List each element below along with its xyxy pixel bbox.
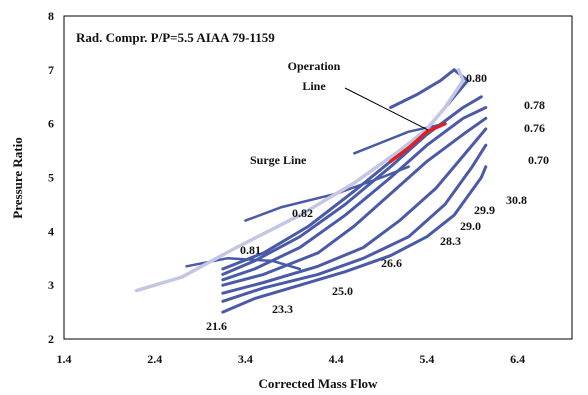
speed-label-29-9: 29.9 xyxy=(474,203,495,217)
y-axis-ticks: 2 3 4 5 6 7 8 xyxy=(48,9,54,346)
efficiency-label-0-80: 0.80 xyxy=(466,71,487,85)
speed-line xyxy=(221,127,488,295)
efficiency-label-0-76: 0.76 xyxy=(524,121,545,135)
speed-label-21-6: 21.6 xyxy=(206,319,227,333)
speed-line xyxy=(221,165,488,314)
speed-lines xyxy=(221,68,488,314)
y-tick-label: 8 xyxy=(48,9,54,23)
surge-line-layer xyxy=(134,68,465,293)
x-tick-label: 1.4 xyxy=(57,352,72,366)
chart-title: Rad. Compr. P/P=5.5 AIAA 79-1159 xyxy=(76,30,275,45)
speed-line xyxy=(221,68,470,271)
x-axis-ticks: 1.4 2.4 3.4 4.4 5.4 6.4 xyxy=(57,352,526,366)
y-tick-label: 7 xyxy=(48,63,54,77)
operation-line-label-2: Line xyxy=(302,79,326,93)
x-tick-label: 5.4 xyxy=(419,352,434,366)
operation-line-label-1: Operation xyxy=(288,59,341,73)
speed-line xyxy=(389,68,456,109)
x-tick-label: 2.4 xyxy=(147,352,162,366)
y-tick-label: 2 xyxy=(48,332,54,346)
speed-label-23-3: 23.3 xyxy=(272,302,293,316)
surge-line-label: Surge Line xyxy=(250,153,307,167)
speed-line xyxy=(221,106,488,282)
plot-frame xyxy=(63,15,573,340)
speed-label-30-8: 30.8 xyxy=(506,193,527,207)
x-tick-label: 4.4 xyxy=(329,352,344,366)
y-tick-label: 4 xyxy=(48,224,54,238)
operation-line-layer xyxy=(388,121,447,164)
speed-label-28-3: 28.3 xyxy=(440,234,461,248)
y-tick-label: 6 xyxy=(48,117,54,131)
speed-label-25-0: 25.0 xyxy=(332,284,353,298)
efficiency-label-0-82: 0.82 xyxy=(292,206,313,220)
operation-line xyxy=(388,121,447,164)
speed-label-26-6: 26.6 xyxy=(381,256,402,270)
operation-line-leader xyxy=(344,87,429,131)
speed-line xyxy=(221,116,488,287)
x-tick-label: 3.4 xyxy=(238,352,253,366)
surge-line xyxy=(134,68,465,293)
x-axis-title: Corrected Mass Flow xyxy=(259,376,379,391)
efficiency-label-0-78: 0.78 xyxy=(524,98,545,112)
speed-label-29-0: 29.0 xyxy=(460,219,481,233)
y-tick-label: 5 xyxy=(48,171,54,185)
efficiency-label-0-81: 0.81 xyxy=(240,243,261,257)
y-tick-label: 3 xyxy=(48,278,54,292)
speed-line xyxy=(221,95,483,276)
y-axis-title: Pressure Ratio xyxy=(10,137,25,218)
efficiency-contour xyxy=(353,122,447,155)
speed-line xyxy=(221,143,488,303)
x-tick-label: 6.4 xyxy=(510,352,525,366)
efficiency-label-0-70: 0.70 xyxy=(528,153,549,167)
